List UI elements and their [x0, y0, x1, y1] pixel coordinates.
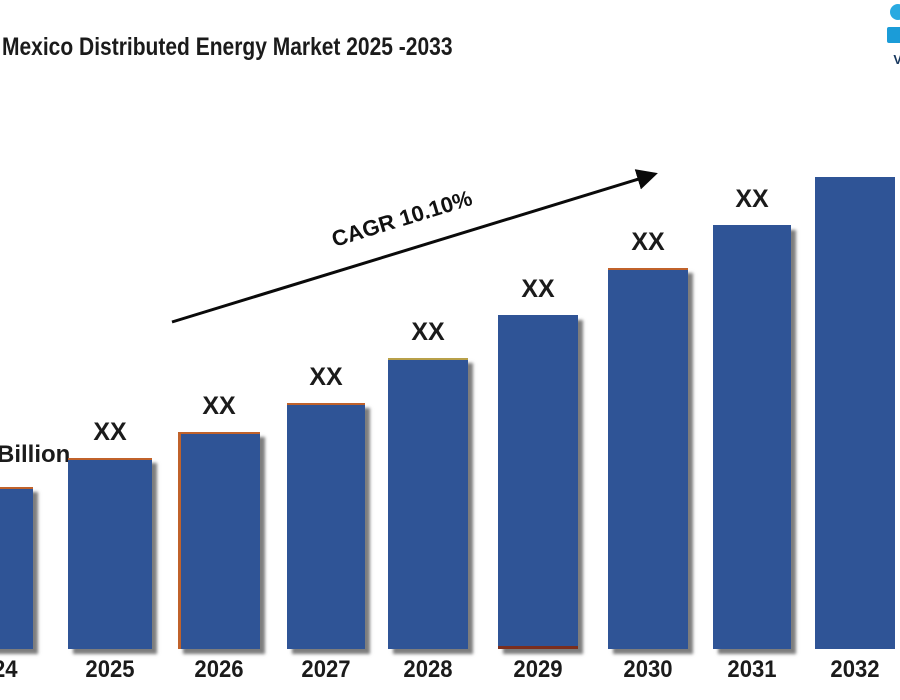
bar-value-label-2028: XX [411, 318, 445, 346]
bar-2024 [0, 487, 33, 649]
bar-value-label-2027: XX [309, 363, 343, 391]
bar-2029 [498, 315, 578, 649]
bar-value-label-2030: XX [631, 228, 665, 256]
bar-2025 [68, 458, 152, 649]
x-axis-label-2025: 2025 [85, 656, 135, 683]
bar-value-label-2026: XX [202, 392, 236, 420]
logo-square-icon [887, 27, 900, 43]
bar-2031 [713, 225, 791, 649]
x-axis-label-2031: 2031 [727, 656, 777, 683]
logo-v-icon: V [893, 52, 900, 67]
x-axis-label-2024: 2024 [0, 656, 18, 683]
x-axis-label-2026: 2026 [194, 656, 244, 683]
bar-2032 [815, 177, 895, 649]
bar-2026 [178, 432, 260, 649]
x-axis-label-2032: 2032 [830, 656, 880, 683]
bar-2030 [608, 268, 688, 649]
x-axis-label-2027: 2027 [301, 656, 351, 683]
chart-title: Mexico Distributed Energy Market 2025 -2… [2, 33, 453, 61]
bar-2028 [388, 358, 468, 649]
bar-2027 [287, 403, 365, 649]
x-axis-label-2029: 2029 [513, 656, 563, 683]
bar-value-label-2025: XX [93, 418, 127, 446]
first-bar-value-label: Billion [0, 441, 71, 468]
bar-value-label-2031: XX [735, 185, 769, 213]
logo-dot-icon [890, 4, 900, 20]
bar-value-label-2029: XX [521, 275, 555, 303]
x-axis-label-2030: 2030 [623, 656, 673, 683]
x-axis-label-2028: 2028 [403, 656, 453, 683]
